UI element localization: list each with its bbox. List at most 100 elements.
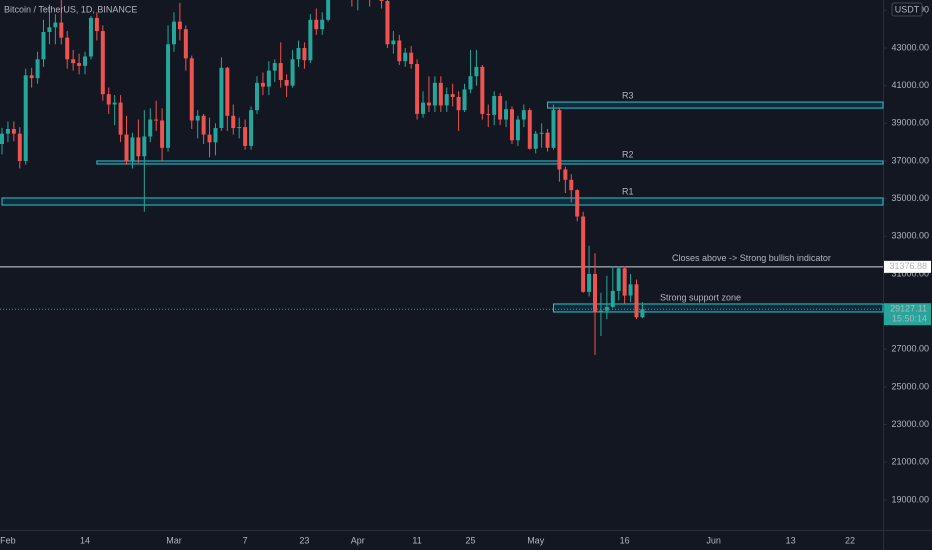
- countdown-label: 15:50:14: [892, 314, 927, 324]
- y-tick-label: 19000.00: [891, 494, 929, 504]
- candle-body: [545, 132, 550, 148]
- candle-body: [587, 273, 592, 292]
- candle-body: [563, 169, 568, 180]
- currency-label: USDT: [895, 4, 920, 14]
- candle-body: [468, 76, 473, 90]
- x-tick-label: Apr: [351, 535, 365, 545]
- zone: [96, 160, 884, 165]
- candle-body: [59, 22, 64, 38]
- candle-body: [29, 75, 34, 79]
- candle-body: [237, 127, 242, 129]
- y-tick-label: 37000.00: [891, 155, 929, 165]
- candle-body: [219, 67, 224, 129]
- candle-body: [118, 102, 123, 135]
- candle-body: [231, 115, 236, 129]
- candle-body: [278, 63, 283, 81]
- candle-body: [391, 40, 396, 45]
- candle-body: [142, 136, 147, 157]
- y-tick-label: 21000.00: [891, 457, 929, 467]
- candle-body: [622, 268, 627, 296]
- y-tick-label: 35000.00: [891, 193, 929, 203]
- candle-body: [438, 82, 443, 106]
- candle-body: [527, 110, 532, 149]
- candle-body: [415, 64, 420, 114]
- currency-box: [891, 2, 923, 17]
- candle-body: [88, 17, 93, 57]
- candle-body: [71, 59, 76, 64]
- candle-body: [308, 19, 313, 61]
- candle-body: [195, 115, 200, 121]
- y-tick-label: 27000.00: [891, 344, 929, 354]
- candle-body: [385, 0, 390, 45]
- candle-body: [0, 133, 4, 145]
- candle-body: [41, 32, 46, 60]
- y-tick-label: 33000.00: [891, 231, 929, 241]
- candle-body: [166, 44, 171, 148]
- candle-body: [474, 66, 479, 77]
- x-tick-label: Mar: [166, 535, 182, 545]
- candle-body: [106, 94, 111, 105]
- candle-body: [539, 132, 544, 134]
- candle-body: [480, 66, 485, 114]
- candle-body: [47, 27, 52, 33]
- candle-body: [207, 134, 212, 143]
- candle-body: [450, 94, 455, 97]
- candle-body: [551, 110, 556, 148]
- x-tick-label: 7: [243, 535, 248, 545]
- candle-body: [456, 96, 461, 111]
- x-tick-label: 16: [620, 535, 630, 545]
- candle-body: [498, 96, 503, 120]
- candle-body: [77, 63, 82, 66]
- candle-body: [189, 58, 194, 121]
- y-tick-label: 25000.00: [891, 381, 929, 391]
- candle-body: [320, 19, 325, 30]
- candle-body: [569, 179, 574, 191]
- candle-body: [533, 133, 538, 149]
- candle-body: [409, 52, 414, 65]
- candle-body: [598, 310, 603, 313]
- x-tick-label: 25: [465, 535, 475, 545]
- candle-body: [94, 17, 99, 32]
- candle-body: [266, 70, 271, 87]
- candle-body: [326, 0, 331, 20]
- zone: [547, 101, 884, 109]
- zone: [552, 303, 884, 313]
- candle-body: [628, 284, 633, 296]
- level-price-label: 31376.88: [889, 261, 927, 271]
- zone: [1, 197, 884, 206]
- candle-body: [296, 48, 301, 60]
- candle-body: [486, 113, 491, 115]
- level-price-box: [884, 260, 931, 273]
- zone-label: R3: [622, 90, 634, 100]
- candle-body: [11, 128, 16, 134]
- candle-body: [225, 67, 230, 116]
- zone-label: Strong support zone: [660, 292, 741, 302]
- candle-body: [124, 134, 129, 161]
- x-tick-label: 13: [786, 535, 796, 545]
- x-tick-label: 14: [80, 535, 90, 545]
- candle-body: [272, 63, 277, 71]
- candle-body: [593, 273, 597, 313]
- candle-body: [249, 110, 254, 146]
- candle-body: [53, 22, 58, 28]
- candle-body: [509, 109, 514, 141]
- y-tick-label: 39000.00: [891, 118, 929, 128]
- candle-body: [83, 56, 88, 66]
- y-tick-label: 23000.00: [891, 419, 929, 429]
- last-price-label: 29127.11: [890, 304, 927, 314]
- chart-title: Bitcoin / TetherUS, 1D, BINANCE: [4, 4, 137, 14]
- candle-body: [65, 37, 70, 60]
- zone-label: R2: [622, 149, 634, 159]
- candle-body: [575, 190, 580, 217]
- candle-body: [35, 59, 40, 79]
- candle-body: [23, 75, 28, 161]
- x-tick-label: 11: [412, 535, 421, 545]
- candle-body: [260, 82, 265, 87]
- x-tick-label: Jun: [706, 535, 721, 545]
- candle-body: [177, 21, 182, 30]
- candle-body: [397, 40, 402, 62]
- candle-body: [421, 102, 426, 114]
- candle-body: [130, 137, 135, 161]
